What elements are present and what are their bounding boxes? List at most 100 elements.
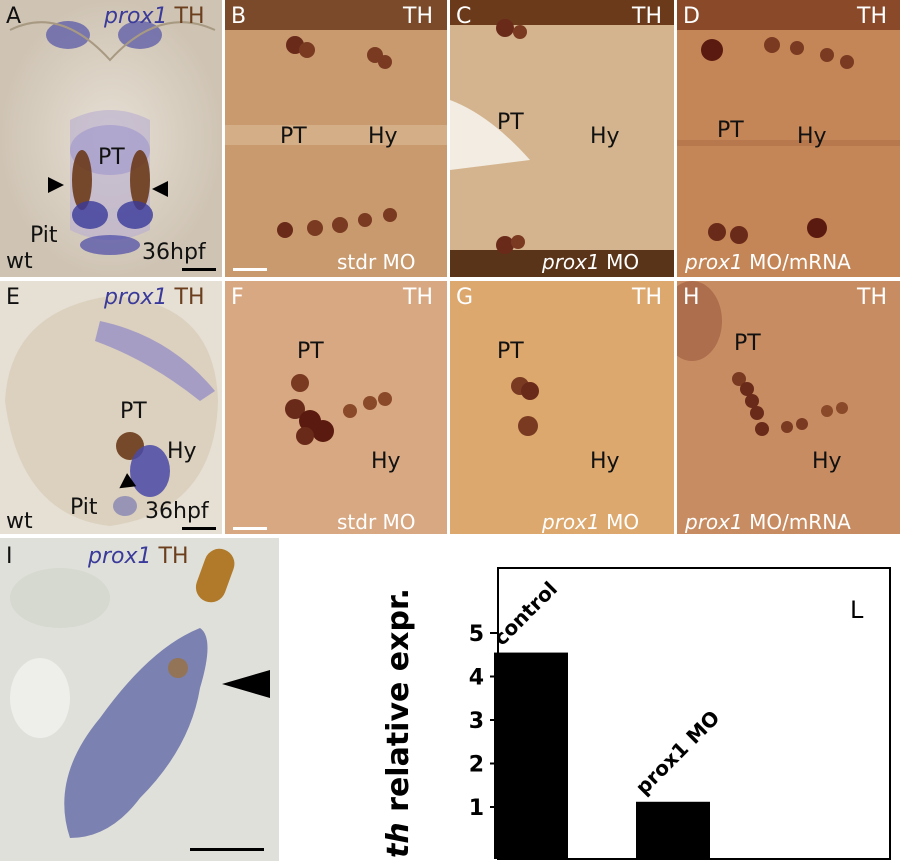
panel-a-image: [0, 0, 222, 277]
panel-a-pit-label: Pit: [30, 223, 58, 248]
panel-a-pt-label: PT: [98, 145, 125, 170]
panel-e-stage: 36hpf: [145, 499, 209, 524]
panel-f-letter: F: [231, 285, 244, 310]
panel-f-image: [225, 281, 447, 534]
panel-g-marker: TH: [632, 285, 662, 310]
panel-c-letter: C: [456, 4, 472, 29]
panel-e-scale-bar: [182, 527, 216, 530]
panel-c-pt-label: PT: [497, 110, 524, 135]
panel-d-letter: D: [683, 4, 700, 29]
panel-a-letter: A: [6, 4, 22, 29]
panel-e-genotype: wt: [6, 509, 33, 534]
panel-a-gene: prox1: [104, 4, 168, 29]
panel-b-letter: B: [231, 4, 247, 29]
y-axis-label-rest: relative expr.: [381, 588, 416, 822]
panel-b-scale-bar: [233, 268, 267, 271]
panel-i: I prox1 TH: [0, 538, 279, 861]
panel-e-pt-label: PT: [120, 399, 147, 424]
panel-d-pt-label: PT: [717, 118, 744, 143]
panel-f-hy-label: Hy: [371, 449, 401, 474]
y-axis-label: th relative expr.: [381, 588, 416, 858]
panel-g-condition-text: prox1 MO: [542, 512, 639, 532]
panel-d-gene: prox1: [685, 250, 743, 274]
panel-h-condition: MO/mRNA: [749, 510, 851, 534]
panel-b-hy-label: Hy: [368, 124, 398, 149]
panel-i-letter: I: [6, 544, 13, 569]
panel-g-condition: MO: [606, 510, 640, 534]
panel-f-marker: TH: [403, 285, 433, 310]
th-expression-chart: control prox1 MO 1 2 3 4 5 L th relative expr…: [381, 567, 891, 860]
panel-b-marker: TH: [403, 4, 433, 29]
panel-c-condition-text: prox1 MO: [542, 252, 639, 272]
panel-d-hy-label: Hy: [797, 124, 827, 149]
panel-g-image: [450, 281, 674, 534]
panel-a-marker: TH: [174, 4, 205, 29]
panel-l-letter: L: [850, 596, 864, 624]
panel-g-gene: prox1: [542, 510, 600, 534]
y-tick-label: 5: [469, 622, 484, 647]
panel-c-hy-label: Hy: [590, 124, 620, 149]
panel-e-marker: TH: [174, 285, 205, 310]
panel-c-image: [450, 0, 674, 277]
panel-a-stage: 36hpf: [142, 240, 206, 265]
panel-f-pt-label: PT: [297, 339, 324, 364]
panel-c-condition: MO: [606, 250, 640, 274]
panel-d-marker: TH: [857, 4, 887, 29]
bar-1: [636, 801, 710, 859]
panel-c-gene: prox1: [542, 250, 600, 274]
panel-a-arrowhead-right-icon: [152, 181, 168, 197]
panel-i-marker: TH: [158, 544, 189, 569]
panel-h-hy-label: Hy: [812, 449, 842, 474]
panel-f-scale-bar: [233, 527, 267, 530]
panel-c-marker: TH: [632, 4, 662, 29]
panel-g-hy-label: Hy: [590, 449, 620, 474]
panel-c: C TH PT Hy prox1 MO: [450, 0, 674, 277]
panel-i-arrowhead-icon: [222, 670, 270, 698]
panel-g-letter: G: [456, 285, 474, 310]
panel-e-pit-label: Pit: [70, 495, 98, 520]
panel-a: A prox1 TH PT Pit wt 36hpf: [0, 0, 222, 277]
panel-a-arrowhead-left-icon: [48, 177, 64, 193]
panel-h-letter: H: [683, 285, 700, 310]
panel-d-condition: MO/mRNA: [749, 250, 851, 274]
panel-e-image: [0, 281, 222, 534]
panel-i-image: [0, 538, 279, 861]
panel-a-title: prox1 TH: [104, 6, 204, 28]
panel-d-image: [677, 0, 900, 277]
panel-b: B TH PT Hy stdr MO: [225, 0, 447, 277]
panel-h-pt-label: PT: [734, 331, 761, 356]
panel-f-condition: stdr MO: [337, 510, 416, 534]
panel-a-scale-bar: [182, 268, 216, 271]
y-tick-label: 2: [469, 753, 484, 778]
panel-i-gene: prox1: [88, 544, 152, 569]
bar-0: [494, 652, 568, 859]
y-tick-label: 3: [469, 709, 484, 734]
y-tick-label: 1: [469, 796, 484, 821]
panel-e-gene: prox1: [104, 285, 168, 310]
panel-e-letter: E: [6, 285, 20, 310]
panel-i-title: prox1 TH: [88, 546, 188, 568]
panel-g-pt-label: PT: [497, 339, 524, 364]
panel-h-condition-text: prox1 MO/mRNA: [685, 512, 851, 532]
panel-b-condition: stdr MO: [337, 250, 416, 274]
panel-b-pt-label: PT: [280, 124, 307, 149]
panel-b-image: [225, 0, 447, 277]
panel-g: G TH PT Hy prox1 MO: [450, 281, 674, 534]
panel-e-hy-label: Hy: [167, 439, 197, 464]
y-axis-label-italic: th: [381, 822, 416, 858]
panel-h-image: [677, 281, 900, 534]
panel-h-marker: TH: [857, 285, 887, 310]
panel-l-chart: control prox1 MO 1 2 3 4 5 L th relative expr…: [280, 538, 900, 861]
bar-label-0: control: [489, 577, 562, 650]
panel-a-genotype: wt: [6, 249, 33, 274]
panel-h: H TH PT Hy prox1 MO/mRNA: [677, 281, 900, 534]
panel-f: F TH PT Hy stdr MO: [225, 281, 447, 534]
panel-d: D TH PT Hy prox1 MO/mRNA: [677, 0, 900, 277]
panel-e-title: prox1 TH: [104, 287, 204, 309]
y-tick-label: 4: [469, 666, 484, 691]
panel-d-condition-text: prox1 MO/mRNA: [685, 252, 851, 272]
panel-i-scale-bar: [190, 848, 264, 851]
panel-e: E prox1 TH PT Hy Pit wt 36hpf: [0, 281, 222, 534]
panel-h-gene: prox1: [685, 510, 743, 534]
bar-label-1: prox1 MO: [631, 706, 725, 800]
